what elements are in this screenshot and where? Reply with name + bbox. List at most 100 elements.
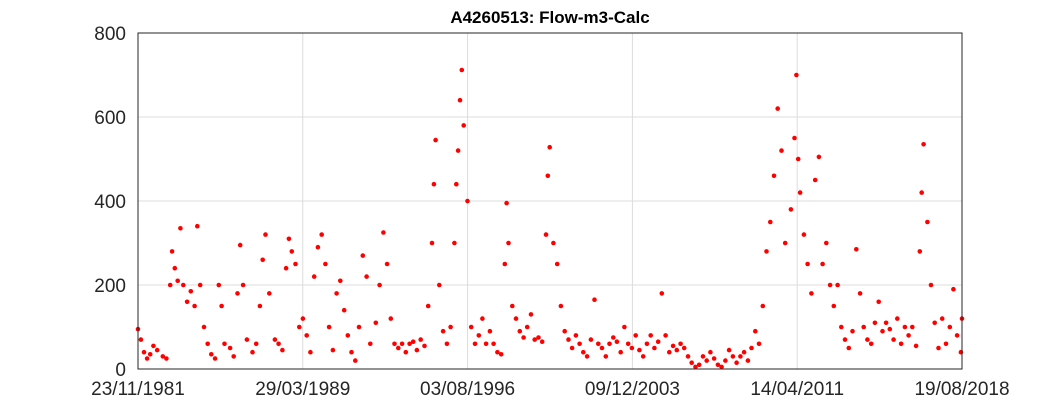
data-point — [745, 358, 751, 363]
data-point — [603, 354, 609, 359]
data-point — [868, 341, 874, 347]
data-point — [521, 335, 526, 340]
data-point — [286, 236, 292, 242]
data-point — [652, 345, 657, 351]
data-point — [216, 282, 222, 288]
data-point — [250, 349, 255, 355]
data-point — [480, 316, 485, 321]
data-point — [293, 261, 298, 267]
data-point — [805, 261, 810, 267]
data-point — [788, 207, 794, 212]
data-point — [164, 356, 169, 361]
data-point — [850, 328, 855, 334]
x-tick-label: 14/04/2011 — [750, 379, 844, 400]
data-point — [341, 307, 347, 313]
data-point — [178, 226, 183, 231]
data-point — [943, 341, 949, 347]
data-point — [169, 249, 175, 254]
data-point — [775, 106, 780, 111]
data-point — [659, 291, 665, 296]
data-point — [932, 320, 937, 326]
data-point — [824, 240, 829, 246]
data-point — [846, 345, 852, 351]
data-point — [592, 297, 597, 303]
data-point — [414, 347, 420, 353]
data-point — [753, 328, 758, 334]
plot-frame — [137, 32, 963, 370]
data-point — [545, 173, 551, 179]
data-point — [678, 341, 683, 347]
data-point — [407, 341, 412, 347]
data-point — [704, 358, 709, 363]
x-tick-label: 19/08/2018 — [914, 379, 1009, 400]
data-point — [883, 320, 889, 326]
y-tick-label: 800 — [94, 24, 126, 45]
data-point — [577, 341, 582, 347]
data-point — [599, 345, 605, 351]
data-point — [197, 282, 203, 288]
data-point — [771, 173, 777, 179]
data-point — [637, 347, 642, 353]
data-point — [222, 341, 227, 347]
data-point — [715, 362, 721, 368]
data-point — [539, 339, 545, 345]
data-point — [898, 341, 904, 347]
data-point — [633, 333, 638, 338]
data-point — [465, 198, 470, 204]
data-point — [461, 123, 467, 128]
data-point — [219, 303, 224, 309]
data-point — [483, 341, 489, 347]
data-point — [936, 345, 941, 351]
data-point — [510, 303, 515, 309]
data-point — [614, 339, 620, 345]
data-point — [693, 364, 698, 370]
data-point — [625, 341, 631, 347]
data-point — [685, 354, 691, 359]
data-point — [502, 261, 508, 267]
data-point — [353, 358, 358, 363]
data-point — [749, 345, 754, 351]
data-point — [655, 339, 661, 345]
data-point — [880, 328, 885, 334]
data-point — [154, 347, 160, 353]
data-point — [861, 324, 866, 330]
data-point — [921, 142, 926, 147]
data-point — [431, 181, 437, 187]
data-point — [495, 349, 500, 355]
data-point — [349, 349, 354, 355]
data-point — [195, 223, 200, 229]
data-point — [618, 349, 623, 355]
data-point — [569, 345, 575, 351]
data-point — [906, 333, 911, 338]
data-point — [212, 356, 218, 361]
data-point — [816, 154, 822, 160]
data-point — [272, 337, 278, 342]
data-point — [917, 249, 923, 254]
data-point — [384, 261, 390, 267]
data-point — [300, 316, 306, 321]
data-point — [472, 341, 478, 347]
data-point — [876, 299, 881, 305]
data-point — [452, 240, 457, 246]
data-point — [175, 278, 180, 284]
data-point — [573, 333, 579, 338]
data-point — [201, 324, 207, 330]
y-tick-label: 0 — [115, 360, 126, 381]
data-point — [297, 324, 302, 330]
data-point — [188, 289, 194, 294]
data-point — [457, 97, 463, 103]
data-point — [839, 324, 844, 330]
data-point — [338, 278, 343, 284]
data-point — [734, 360, 739, 366]
data-point — [315, 244, 321, 250]
data-point — [711, 356, 717, 361]
data-point — [283, 265, 289, 271]
data-point — [392, 341, 397, 347]
data-point — [260, 257, 266, 263]
data-point — [854, 247, 859, 252]
data-point — [448, 324, 453, 330]
data-point — [891, 337, 896, 342]
data-point — [360, 253, 366, 258]
data-point — [939, 316, 945, 321]
